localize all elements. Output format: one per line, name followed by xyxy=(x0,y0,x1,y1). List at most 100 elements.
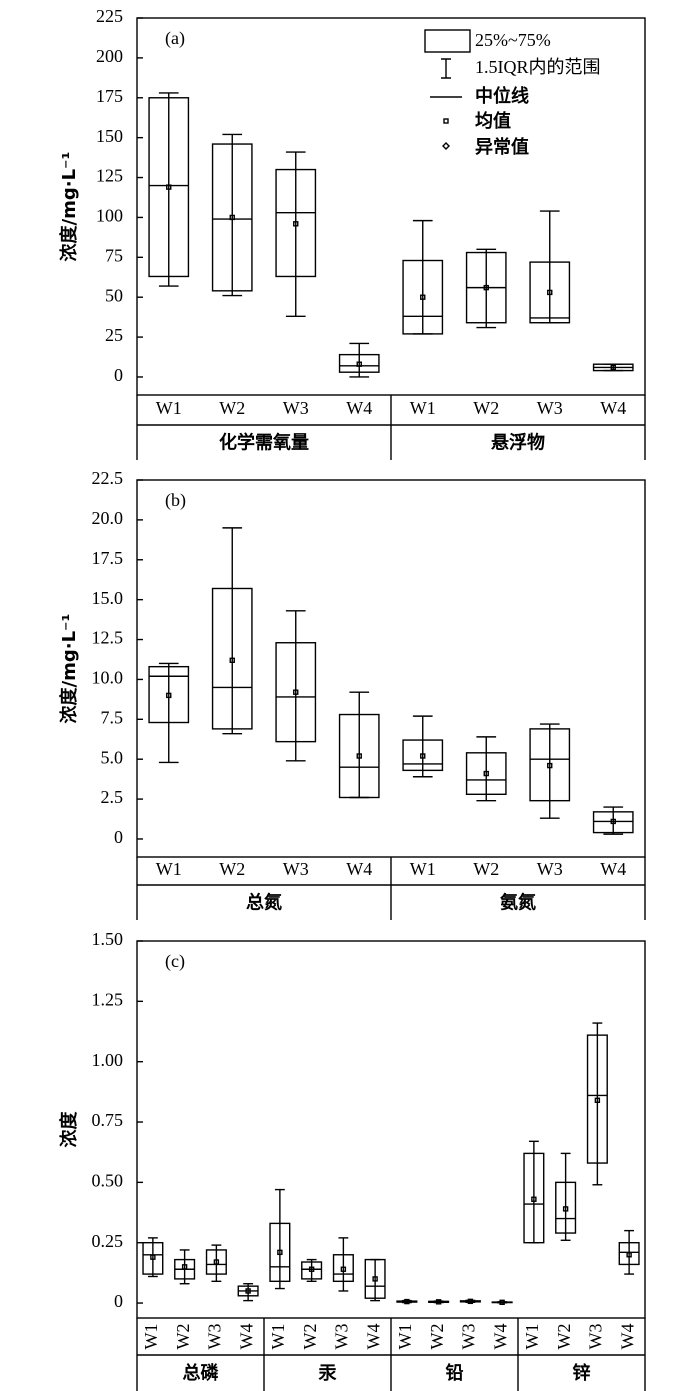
y-tick-label: 100 xyxy=(96,206,123,226)
x-tick-label: W4 xyxy=(346,859,372,879)
x-tick-label: W2 xyxy=(473,859,499,879)
x-tick-label: W4 xyxy=(600,859,626,879)
y-tick-label: 0.50 xyxy=(92,1170,124,1190)
y-tick-label: 22.5 xyxy=(92,468,124,488)
panel-label: (a) xyxy=(165,28,185,49)
y-tick-label: 15.0 xyxy=(92,588,124,608)
mean xyxy=(229,657,235,663)
y-tick-label: 17.5 xyxy=(92,548,124,568)
mean xyxy=(404,1298,410,1305)
y-axis-label: 浓度/mg·L⁻¹ xyxy=(58,152,80,262)
mean xyxy=(340,1266,347,1272)
x-tick-label: W4 xyxy=(363,1324,383,1350)
mean xyxy=(213,1259,220,1265)
mean xyxy=(356,361,362,367)
y-tick-label: 0 xyxy=(114,365,123,385)
mean xyxy=(626,1252,632,1258)
y-tick-label: 175 xyxy=(96,86,123,106)
mean xyxy=(435,1299,442,1305)
x-tick-label: W3 xyxy=(537,398,563,418)
x-tick-label: W2 xyxy=(219,859,245,879)
box xyxy=(211,587,253,730)
legend-outlier-symbol xyxy=(442,142,450,150)
x-tick-label: W2 xyxy=(427,1324,447,1350)
y-tick-label: 20.0 xyxy=(92,508,124,528)
box xyxy=(364,1258,386,1299)
group-label: 悬浮物 xyxy=(490,432,545,454)
x-tick-label: W1 xyxy=(268,1324,288,1350)
legend-label: 中位线 xyxy=(475,85,529,107)
plot-frame xyxy=(136,940,646,1319)
box xyxy=(338,713,380,799)
y-tick-label: 225 xyxy=(96,6,123,26)
mean xyxy=(610,818,616,825)
x-tick-label: W2 xyxy=(554,1324,574,1350)
y-tick-label: 1.50 xyxy=(92,929,124,949)
x-tick-label: W3 xyxy=(586,1324,606,1350)
legend-mean-symbol xyxy=(443,118,449,124)
x-tick-label: W2 xyxy=(300,1324,320,1350)
x-tick-label: W4 xyxy=(490,1324,510,1350)
x-tick-label: W1 xyxy=(141,1324,161,1350)
box xyxy=(586,1034,608,1164)
group-label: 汞 xyxy=(319,1363,338,1384)
box xyxy=(529,728,571,802)
box xyxy=(332,1254,354,1283)
y-axis-label: 浓度/mg·L⁻¹ xyxy=(58,614,80,724)
group-label: 锌 xyxy=(573,1362,591,1384)
y-tick-label: 0 xyxy=(114,827,123,847)
y-axis-label: 浓度 xyxy=(58,1111,80,1148)
box xyxy=(592,811,634,834)
box xyxy=(529,261,571,324)
box xyxy=(338,353,380,373)
mean xyxy=(245,1288,251,1294)
mean xyxy=(499,1299,505,1306)
x-tick-label: W4 xyxy=(236,1324,256,1350)
y-tick-label: 75 xyxy=(105,245,123,265)
panel-label: (c) xyxy=(165,951,185,972)
panel-label: (b) xyxy=(165,490,186,511)
y-tick-label: 0 xyxy=(114,1291,123,1311)
mean xyxy=(483,770,489,777)
box xyxy=(142,1241,164,1275)
group-label: 总磷 xyxy=(183,1362,220,1384)
legend-label: 25%~75% xyxy=(475,30,551,50)
y-tick-label: 50 xyxy=(105,285,123,305)
mean xyxy=(547,762,553,769)
y-tick-label: 125 xyxy=(96,166,123,186)
x-tick-label: W4 xyxy=(600,398,626,418)
mean xyxy=(531,1196,537,1202)
box xyxy=(523,1152,545,1244)
box xyxy=(402,259,444,335)
x-tick-label: W1 xyxy=(410,398,436,418)
mean xyxy=(166,692,172,699)
box xyxy=(148,665,190,724)
x-tick-label: W2 xyxy=(173,1324,193,1350)
box xyxy=(275,168,317,278)
y-tick-label: 0.25 xyxy=(92,1231,124,1251)
y-tick-label: 5.0 xyxy=(101,747,124,767)
mean xyxy=(547,289,553,296)
y-tick-label: 1.25 xyxy=(92,989,124,1009)
x-tick-label: W1 xyxy=(156,398,182,418)
y-tick-label: 7.5 xyxy=(101,707,124,727)
mean xyxy=(610,364,616,371)
x-tick-label: W3 xyxy=(205,1324,225,1350)
y-tick-label: 1.00 xyxy=(92,1050,124,1070)
group-label: 化学需氧量 xyxy=(219,432,309,454)
x-tick-label: W1 xyxy=(395,1324,415,1350)
y-tick-label: 10.0 xyxy=(92,668,124,688)
mean xyxy=(420,294,426,300)
x-tick-label: W3 xyxy=(283,859,309,879)
x-tick-label: W3 xyxy=(283,398,309,418)
legend-label: 均值 xyxy=(475,110,511,132)
y-tick-label: 12.5 xyxy=(92,628,124,648)
x-tick-label: W4 xyxy=(346,398,372,418)
box xyxy=(465,752,507,795)
mean xyxy=(166,184,172,190)
mean xyxy=(293,221,299,227)
mean xyxy=(467,1298,474,1305)
mean xyxy=(181,1264,188,1270)
